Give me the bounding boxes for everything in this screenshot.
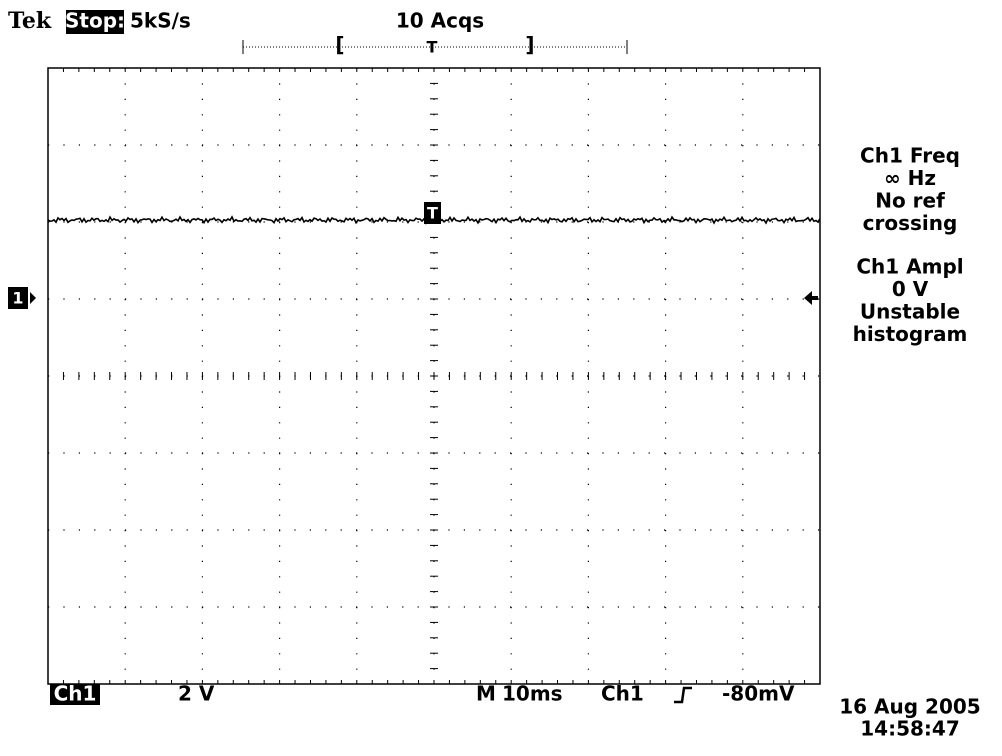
measurement-line: crossing <box>863 211 958 235</box>
status-channel: Ch1 <box>54 682 97 706</box>
trigger-slope <box>674 686 692 704</box>
acquisition-state: Stop: <box>65 9 125 33</box>
measurement-line: No ref <box>875 189 945 213</box>
channel-marker-arrow <box>30 292 36 304</box>
trigger-marker-box <box>424 202 441 224</box>
channel-marker-box <box>8 287 28 309</box>
channel-badge <box>50 684 100 705</box>
trigger-source: Ch1 <box>601 682 644 706</box>
state-badge <box>66 10 124 34</box>
channel-marker: 1 <box>12 289 23 308</box>
acquisitions: 10 Acqs <box>396 9 484 33</box>
timebase-label: M <box>476 682 496 706</box>
date: 16 Aug 2005 <box>839 695 980 719</box>
sample-rate: 5kS/s <box>130 9 191 33</box>
trigger-marker: T <box>427 204 438 223</box>
volts-per-div: 2 V <box>178 682 215 706</box>
window-trigger: T <box>427 38 438 57</box>
measurement-line: Unstable <box>860 300 960 324</box>
window-left: [ <box>335 33 344 57</box>
window-right: ] <box>525 33 534 57</box>
time: 14:58:47 <box>860 717 960 741</box>
timebase: 10ms <box>502 682 563 706</box>
measurement-line: Ch1 Ampl <box>856 255 963 279</box>
measurement-line: 0 V <box>892 277 929 301</box>
measurement-line: histogram <box>853 322 968 346</box>
measurement-line: ∞ Hz <box>884 166 936 190</box>
measurement-line: Ch1 Freq <box>860 144 960 168</box>
trigger-level-arrow <box>804 291 818 305</box>
graticule <box>47 67 821 685</box>
trigger-level: -80mV <box>722 682 795 706</box>
brand: Tek <box>8 8 52 34</box>
